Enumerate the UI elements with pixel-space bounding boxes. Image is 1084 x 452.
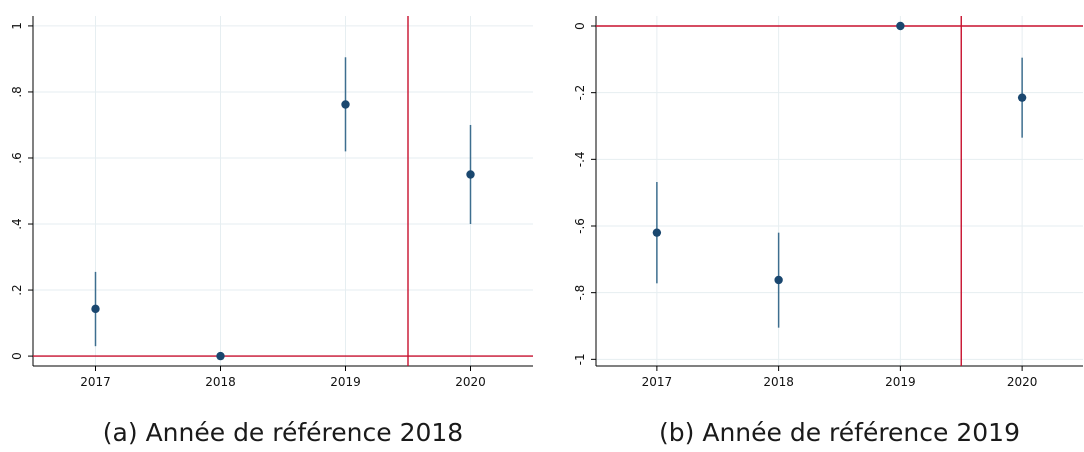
y-tick-label: -.8: [573, 285, 587, 301]
estimate-point: [896, 21, 905, 31]
x-tick-label: 2017: [642, 375, 673, 389]
estimate-point: [774, 275, 783, 285]
y-tick-label: .4: [10, 218, 24, 229]
estimate-point: [466, 170, 475, 179]
y-tick-label: -.4: [573, 151, 587, 167]
y-tick-label: .6: [10, 152, 24, 163]
x-tick-label: 2018: [763, 375, 794, 389]
x-tick-label: 2018: [205, 375, 236, 389]
y-tick-label: -.2: [573, 85, 587, 101]
x-tick-label: 2019: [885, 375, 916, 389]
estimate-point: [341, 100, 350, 109]
y-tick-label: -1: [573, 353, 587, 365]
estimate-point: [652, 228, 662, 237]
x-tick-label: 2019: [330, 375, 361, 389]
y-tick-label: .8: [10, 86, 24, 97]
estimate-point: [91, 304, 100, 314]
x-tick-label: 2020: [1007, 375, 1038, 389]
chart-panel-a: 0 .2 .4 .6 .8 1 2017 2018 2019 2020: [10, 16, 533, 389]
x-tick-label: 2017: [80, 375, 111, 389]
y-tick-label: .2: [10, 284, 24, 295]
caption-a: (a) Année de référence 2018: [102, 418, 464, 447]
estimate-point: [1017, 93, 1027, 102]
x-tick-label: 2020: [455, 375, 486, 389]
chart-panel-b: 0 -.2 -.4 -.6 -.8 -1 2017 2018 2019 2020: [573, 16, 1083, 389]
y-tick-label: 0: [573, 22, 587, 30]
y-tick-label: 1: [10, 22, 24, 30]
caption-b: (b) Année de référence 2019: [659, 418, 1020, 447]
y-tick-label: 0: [10, 352, 24, 360]
estimate-point: [216, 351, 225, 361]
y-tick-label: -.6: [573, 218, 587, 234]
